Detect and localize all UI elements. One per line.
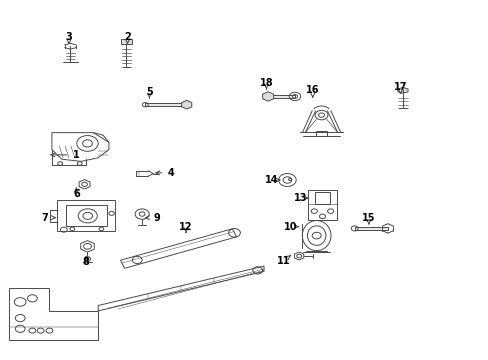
Text: 18: 18 <box>259 78 273 89</box>
Bar <box>315 192 329 204</box>
Bar <box>307 190 336 220</box>
Text: 12: 12 <box>179 222 192 232</box>
Polygon shape <box>397 87 407 93</box>
Text: 10: 10 <box>284 222 298 231</box>
Bar <box>145 103 186 107</box>
Text: 2: 2 <box>124 32 131 43</box>
Bar <box>354 226 387 230</box>
Bar <box>57 200 115 231</box>
Bar <box>65 205 106 226</box>
Text: 15: 15 <box>361 213 375 224</box>
Bar <box>121 40 132 44</box>
Polygon shape <box>181 100 191 109</box>
Bar <box>267 95 294 98</box>
Text: 17: 17 <box>393 82 407 94</box>
Text: 7: 7 <box>41 213 55 222</box>
Text: 14: 14 <box>264 175 279 185</box>
Text: 8: 8 <box>82 257 89 267</box>
Text: 13: 13 <box>293 193 307 203</box>
Text: 1: 1 <box>51 150 80 160</box>
Text: 6: 6 <box>73 188 80 199</box>
Text: 9: 9 <box>145 213 160 222</box>
Text: 11: 11 <box>276 255 290 266</box>
Text: 16: 16 <box>305 85 319 97</box>
Bar <box>50 210 57 222</box>
Polygon shape <box>262 92 273 101</box>
Text: 3: 3 <box>65 32 72 43</box>
Text: 4: 4 <box>156 168 174 178</box>
Bar <box>315 131 327 135</box>
Text: 5: 5 <box>146 87 152 98</box>
